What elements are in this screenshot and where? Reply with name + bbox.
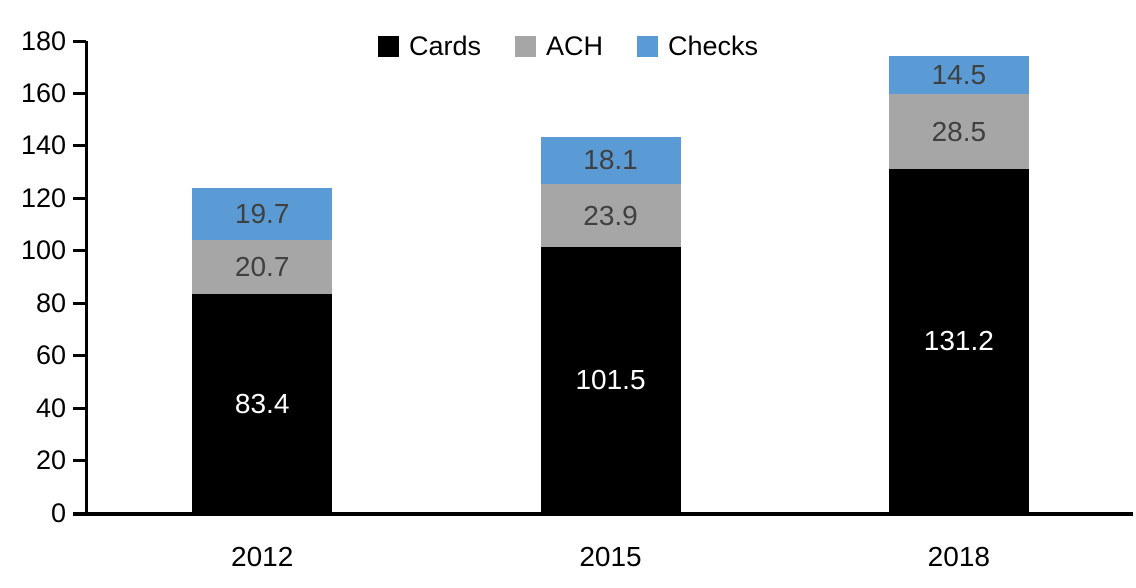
bar-segment-checks-2018: 14.5 bbox=[888, 56, 1029, 95]
legend-label-checks: Checks bbox=[668, 31, 759, 61]
y-tick-label-20: 20 bbox=[35, 445, 66, 476]
y-tick-label-120: 120 bbox=[20, 182, 66, 213]
bar-value-cards-2015: 101.5 bbox=[575, 363, 646, 395]
y-tick-label-0: 0 bbox=[50, 497, 66, 528]
y-axis-line bbox=[85, 41, 88, 516]
y-tick-label-60: 60 bbox=[35, 340, 66, 371]
legend-label-ach: ACH bbox=[545, 31, 603, 61]
y-tick-label-100: 100 bbox=[20, 235, 66, 266]
bar-segment-ach-2018: 28.5 bbox=[888, 94, 1029, 169]
y-tick-mark-160 bbox=[73, 91, 86, 95]
y-tick-mark-40 bbox=[73, 406, 86, 410]
y-tick-mark-60 bbox=[73, 354, 86, 358]
y-tick-mark-120 bbox=[73, 196, 86, 200]
ach-legend-swatch bbox=[514, 36, 536, 57]
y-tick-label-80: 80 bbox=[35, 287, 66, 318]
x-axis-line bbox=[73, 512, 1133, 516]
y-tick-mark-100 bbox=[73, 249, 86, 253]
bar-segment-ach-2012: 20.7 bbox=[192, 240, 333, 295]
bar-segment-checks-2015: 18.1 bbox=[540, 136, 681, 185]
bar-2018: 131.2 28.5 14.5 bbox=[888, 0, 1029, 513]
y-tick-label-180: 180 bbox=[20, 25, 66, 56]
bar-segment-ach-2015: 23.9 bbox=[540, 184, 681, 247]
y-tick-mark-140 bbox=[73, 144, 86, 148]
bar-2012: 83.4 20.7 19.7 bbox=[192, 0, 333, 513]
legend-item-checks: Checks bbox=[637, 33, 758, 60]
bar-value-ach-2018: 28.5 bbox=[931, 115, 987, 147]
y-tick-label-140: 140 bbox=[20, 130, 66, 161]
bar-value-cards-2012: 83.4 bbox=[234, 387, 290, 419]
x-label-2015: 2015 bbox=[579, 541, 642, 572]
bar-2015: 101.5 23.9 18.1 bbox=[540, 0, 681, 513]
x-label-2012: 2012 bbox=[231, 541, 294, 572]
legend-item-ach: ACH bbox=[514, 31, 603, 61]
bar-value-checks-2015: 18.1 bbox=[583, 144, 638, 176]
y-tick-mark-20 bbox=[73, 459, 86, 463]
y-tick-mark-180 bbox=[73, 39, 86, 43]
x-label-2018: 2018 bbox=[927, 541, 990, 572]
y-tick-label-40: 40 bbox=[35, 392, 66, 423]
legend: Cards ACH Checks bbox=[0, 33, 1136, 60]
bar-segment-cards-2018: 131.2 bbox=[888, 168, 1029, 513]
bar-value-checks-2018: 14.5 bbox=[931, 59, 987, 91]
checks-legend-swatch bbox=[637, 36, 658, 57]
y-tick-label-160: 160 bbox=[20, 77, 66, 108]
bar-value-checks-2012: 19.7 bbox=[234, 198, 290, 230]
cards-legend-swatch bbox=[377, 36, 399, 57]
bar-value-ach-2015: 23.9 bbox=[583, 199, 638, 231]
bar-segment-cards-2015: 101.5 bbox=[540, 246, 681, 513]
legend-label-cards: Cards bbox=[408, 31, 481, 61]
legend-item-cards: Cards bbox=[377, 31, 481, 61]
bar-segment-cards-2012: 83.4 bbox=[192, 294, 333, 513]
y-tick-mark-80 bbox=[73, 301, 86, 305]
bar-value-cards-2018: 131.2 bbox=[923, 324, 994, 356]
bar-segment-checks-2012: 19.7 bbox=[192, 188, 333, 241]
bar-value-ach-2012: 20.7 bbox=[234, 251, 290, 283]
